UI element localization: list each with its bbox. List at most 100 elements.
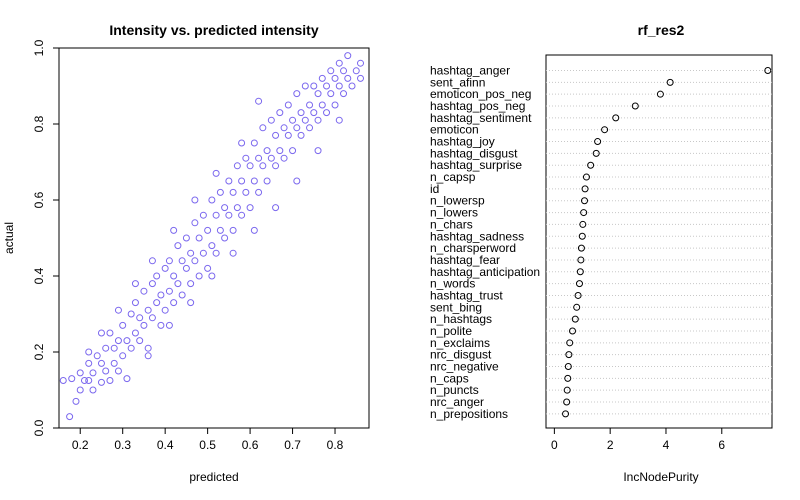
scatter-point bbox=[76, 369, 84, 377]
scatter-point bbox=[161, 306, 169, 314]
scatter-point bbox=[191, 219, 199, 227]
scatter-point bbox=[208, 242, 216, 250]
scatter-point bbox=[229, 188, 237, 196]
scatter-point bbox=[216, 226, 224, 234]
scatter-point bbox=[170, 272, 178, 280]
scatter-point bbox=[233, 204, 241, 212]
scatter-point bbox=[191, 257, 199, 265]
importance-variable-label: n_chars bbox=[430, 217, 473, 231]
importance-point bbox=[581, 185, 589, 193]
importance-point bbox=[565, 351, 573, 359]
importance-variable-label: n_lowers bbox=[430, 206, 478, 220]
scatter-y-tick-label: 0.8 bbox=[32, 115, 46, 132]
scatter-point bbox=[174, 242, 182, 250]
scatter-point bbox=[314, 90, 322, 98]
scatter-y-tick-label: 1.0 bbox=[32, 39, 46, 56]
scatter-point bbox=[182, 234, 190, 242]
scatter-point bbox=[259, 162, 267, 170]
scatter-point bbox=[344, 52, 352, 60]
importance-variable-label: sent_bing bbox=[430, 300, 482, 314]
scatter-point bbox=[195, 234, 203, 242]
scatter-point bbox=[293, 90, 301, 98]
scatter-x-tick-label: 0.7 bbox=[284, 438, 301, 452]
scatter-point bbox=[255, 97, 263, 105]
scatter-point bbox=[335, 59, 343, 67]
scatter-point bbox=[323, 109, 331, 117]
scatter-point bbox=[204, 226, 212, 234]
scatter-point bbox=[212, 211, 220, 219]
scatter-point bbox=[310, 109, 318, 117]
scatter-point bbox=[331, 101, 339, 109]
scatter-point bbox=[170, 299, 178, 307]
scatter-point bbox=[335, 82, 343, 90]
importance-point bbox=[764, 67, 772, 74]
scatter-x-tick-label: 0.3 bbox=[114, 438, 131, 452]
scatter-point bbox=[238, 139, 246, 147]
scatter-point bbox=[148, 257, 156, 265]
importance-variable-label: nrc_disgust bbox=[430, 348, 492, 362]
scatter-point bbox=[242, 154, 250, 162]
scatter-points bbox=[59, 52, 365, 421]
scatter-point bbox=[327, 67, 335, 75]
scatter-point bbox=[97, 359, 105, 367]
scatter-point bbox=[178, 291, 186, 299]
scatter-point bbox=[357, 59, 365, 67]
importance-point bbox=[564, 363, 572, 370]
importance-point bbox=[580, 209, 588, 217]
scatter-point bbox=[233, 162, 241, 170]
scatter-point bbox=[306, 124, 314, 132]
scatter-y-tick-label: 0.6 bbox=[32, 191, 46, 208]
scatter-point bbox=[76, 386, 84, 394]
importance-variable-label: nrc_anger bbox=[430, 395, 484, 409]
importance-variable-label: hashtag_sadness bbox=[430, 229, 524, 243]
scatter-point bbox=[80, 377, 88, 384]
importance-variable-label: n_prepositions bbox=[430, 407, 508, 421]
importance-variable-label: hashtag_surprise bbox=[430, 158, 522, 172]
scatter-point bbox=[357, 74, 365, 82]
scatter-point bbox=[318, 101, 326, 109]
scatter-title: Intensity vs. predicted intensity bbox=[109, 22, 318, 38]
importance-point bbox=[575, 280, 583, 288]
scatter-point bbox=[136, 337, 144, 345]
scatter-point bbox=[102, 344, 110, 352]
scatter-point bbox=[127, 310, 135, 318]
importance-point bbox=[573, 303, 581, 311]
scatter-point bbox=[331, 74, 339, 82]
importance-variable-labels: hashtag_angersent_afinnemoticon_pos_negh… bbox=[430, 64, 540, 421]
importance-variable-label: id bbox=[430, 182, 439, 196]
scatter-point bbox=[178, 257, 186, 265]
scatter-point bbox=[293, 124, 301, 132]
scatter-point bbox=[284, 131, 292, 139]
scatter-point bbox=[263, 177, 271, 185]
scatter-point bbox=[289, 116, 297, 124]
importance-point bbox=[563, 386, 571, 394]
scatter-point bbox=[174, 280, 182, 288]
scatter-point bbox=[323, 82, 331, 90]
scatter-point bbox=[255, 188, 263, 196]
importance-x-tick-label: 0 bbox=[551, 438, 558, 452]
scatter-point bbox=[238, 211, 246, 219]
scatter-point bbox=[161, 264, 169, 272]
scatter-point bbox=[59, 377, 67, 384]
scatter-x-tick-label: 0.6 bbox=[242, 438, 259, 452]
importance-point bbox=[562, 410, 570, 418]
scatter-point bbox=[272, 131, 280, 139]
scatter-point bbox=[310, 82, 318, 90]
importance-panel: rf_res2 hashtag_angersent_afinnemoticon_… bbox=[430, 22, 773, 484]
scatter-point bbox=[97, 329, 105, 337]
scatter-point bbox=[301, 116, 309, 124]
importance-point bbox=[666, 78, 674, 86]
scatter-point bbox=[250, 139, 258, 147]
scatter-point bbox=[272, 162, 280, 170]
scatter-point bbox=[314, 116, 322, 124]
scatter-point bbox=[131, 329, 139, 337]
scatter-point bbox=[85, 377, 93, 384]
importance-variable-label: n_puncts bbox=[430, 383, 479, 397]
scatter-point bbox=[246, 204, 254, 212]
scatter-point bbox=[131, 299, 139, 307]
scatter-x-tick-label: 0.4 bbox=[157, 438, 174, 452]
scatter-point bbox=[199, 211, 207, 219]
scatter-point bbox=[187, 280, 195, 288]
importance-point bbox=[631, 102, 639, 110]
